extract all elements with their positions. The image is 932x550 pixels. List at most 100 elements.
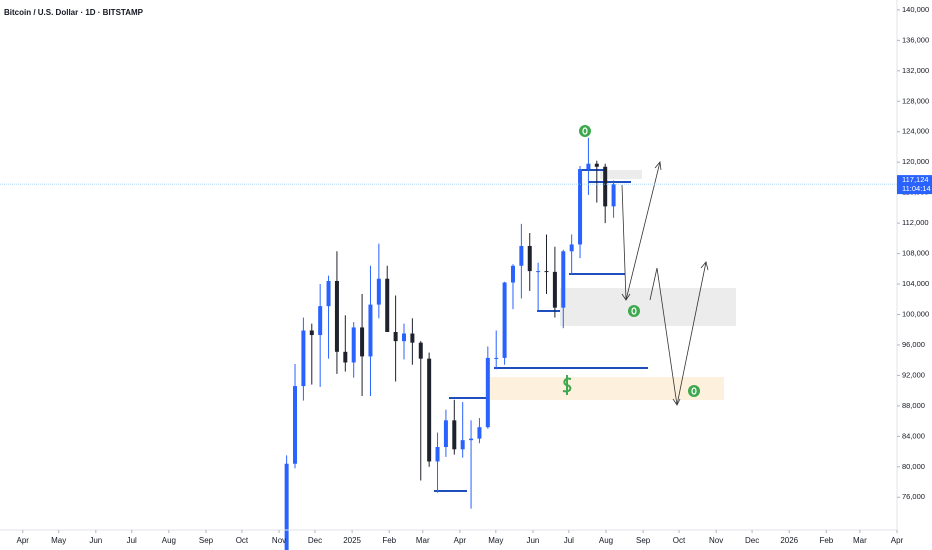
x-tick-label: Feb	[382, 536, 396, 545]
candle-body	[293, 386, 298, 464]
candle-body	[578, 169, 583, 245]
candle-body	[385, 278, 390, 333]
candle-body	[452, 420, 457, 450]
candle-body	[510, 265, 515, 283]
x-tick-label: Mar	[853, 536, 867, 545]
candle-body	[519, 245, 524, 266]
x-tick-label: Apr	[891, 536, 904, 545]
candle-body	[410, 333, 415, 343]
candle-body	[586, 163, 591, 170]
candle-body	[351, 327, 356, 363]
dollar-icon	[562, 375, 572, 395]
orange-zone	[487, 377, 724, 400]
candle-body	[343, 351, 348, 363]
x-tick-label: Jul	[127, 536, 137, 545]
y-tick-label: 140,000	[902, 5, 929, 14]
y-tick-label: 124,000	[902, 127, 929, 136]
x-tick-label: Nov	[272, 536, 286, 545]
x-tick-label: Jun	[89, 536, 102, 545]
x-tick-label: 2025	[343, 536, 361, 545]
candle-body	[418, 342, 423, 359]
icon-mark	[631, 307, 637, 315]
x-tick-label: Mar	[416, 536, 430, 545]
y-tick-label: 128,000	[902, 96, 929, 105]
candle-body	[435, 446, 440, 462]
projection-arrow	[649, 261, 707, 406]
candle-body	[393, 332, 398, 342]
candle-body	[284, 463, 289, 550]
y-tick-label: 108,000	[902, 249, 929, 258]
last-price-label: 117,124	[902, 175, 929, 184]
candle-body	[494, 357, 499, 359]
candle-body	[552, 271, 557, 308]
y-tick-label: 100,000	[902, 309, 929, 318]
gray-zone-small	[600, 170, 642, 179]
y-tick-label: 104,000	[902, 279, 929, 288]
y-tick-label: 120,000	[902, 157, 929, 166]
y-tick-label: 96,000	[902, 340, 925, 349]
x-tick-label: Jul	[564, 536, 574, 545]
candle-body	[611, 184, 616, 207]
candle-body	[301, 330, 306, 387]
candle-body	[527, 245, 532, 272]
candle-body	[502, 282, 507, 358]
x-tick-label: Nov	[709, 536, 723, 545]
candle-body	[544, 271, 549, 273]
x-tick-label: Feb	[819, 536, 833, 545]
x-tick-label: Apr	[454, 536, 467, 545]
x-tick-label: 2026	[780, 536, 798, 545]
candle-body	[309, 330, 314, 336]
y-tick-label: 132,000	[902, 66, 929, 75]
candle-body	[569, 244, 574, 252]
x-tick-label: Dec	[745, 536, 759, 545]
candle-body	[318, 306, 323, 336]
x-tick-label: May	[488, 536, 503, 545]
icon	[579, 125, 591, 137]
candle-body	[477, 427, 482, 439]
y-tick-label: 80,000	[902, 462, 925, 471]
x-tick-label: Apr	[17, 536, 30, 545]
candle-body	[443, 420, 448, 447]
drawings	[434, 125, 736, 492]
x-tick-label: Oct	[236, 536, 249, 545]
x-tick-label: May	[51, 536, 66, 545]
x-tick-label: Dec	[308, 536, 322, 545]
arrow-head	[672, 398, 681, 406]
icon-mark	[582, 127, 588, 135]
x-tick-label: Sep	[636, 536, 651, 545]
icon	[688, 385, 700, 397]
candle-body	[536, 271, 541, 273]
candle-body	[594, 163, 599, 167]
candle-body	[460, 440, 465, 450]
gray-zone	[560, 288, 736, 326]
candle-body	[401, 333, 406, 342]
arrow-head	[654, 161, 662, 171]
y-tick-label: 136,000	[902, 35, 929, 44]
last-price-badge	[897, 175, 932, 195]
icon-mark	[691, 387, 697, 395]
arrow-head	[621, 293, 631, 301]
candle-body	[360, 327, 365, 357]
countdown-label: 11:04:14	[902, 184, 931, 193]
x-tick-label: Jun	[526, 536, 539, 545]
x-tick-label: Oct	[673, 536, 686, 545]
y-tick-label: 76,000	[902, 492, 925, 501]
icon	[628, 305, 640, 317]
candle-body	[561, 251, 566, 308]
plot	[0, 137, 897, 550]
x-tick-label: Sep	[199, 536, 214, 545]
x-tick-label: Aug	[162, 536, 176, 545]
candle-body	[427, 358, 432, 462]
chart-title: Bitcoin / U.S. Dollar · 1D · BITSTAMP	[4, 8, 144, 17]
y-tick-label: 84,000	[902, 431, 925, 440]
candle-body	[485, 357, 490, 428]
arrow-head	[700, 261, 709, 271]
y-tick-label: 92,000	[902, 370, 925, 379]
x-tick-label: Aug	[599, 536, 613, 545]
y-tick-label: 88,000	[902, 401, 925, 410]
candle-body	[603, 166, 608, 207]
candle-body	[469, 438, 474, 441]
